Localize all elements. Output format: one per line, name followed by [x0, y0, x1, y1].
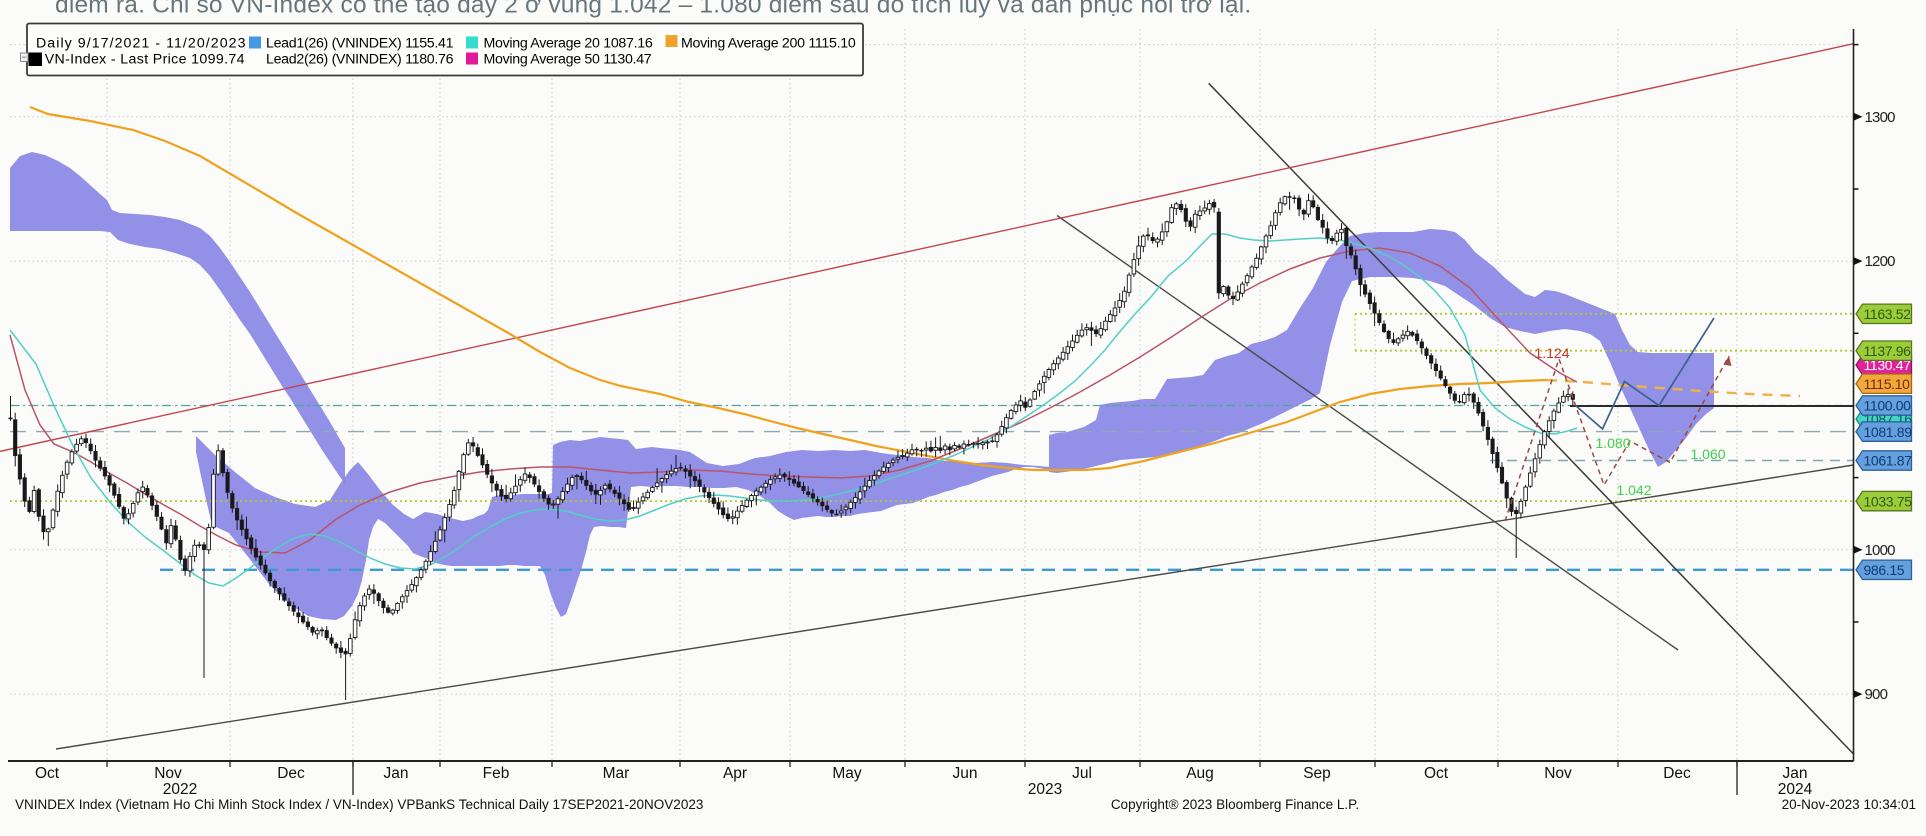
svg-text:Sep: Sep [1303, 765, 1331, 782]
svg-text:1061.87: 1061.87 [1864, 453, 1913, 469]
svg-text:Nov: Nov [154, 765, 182, 782]
svg-text:VN-Index - Last Price 1099.74: VN-Index - Last Price 1099.74 [45, 52, 245, 68]
svg-text:1163.52: 1163.52 [1864, 306, 1912, 322]
svg-text:20-Nov-2023 10:34:01: 20-Nov-2023 10:34:01 [1782, 797, 1916, 812]
svg-text:1.080: 1.080 [1595, 435, 1630, 451]
svg-text:Jul: Jul [1072, 765, 1092, 782]
svg-text:Aug: Aug [1186, 765, 1214, 782]
svg-text:Dec: Dec [1663, 765, 1691, 782]
svg-text:Lead2(26) (VNINDEX) 1180.76: Lead2(26) (VNINDEX) 1180.76 [266, 52, 454, 68]
svg-text:Mar: Mar [603, 765, 630, 782]
svg-text:Jan: Jan [1783, 765, 1808, 782]
svg-text:Jan: Jan [384, 765, 409, 782]
svg-text:1.042: 1.042 [1616, 482, 1651, 498]
svg-text:1115.10: 1115.10 [1864, 376, 1911, 392]
svg-text:1.060: 1.060 [1690, 446, 1725, 462]
svg-text:2022: 2022 [163, 781, 197, 798]
svg-text:Nov: Nov [1544, 765, 1572, 782]
svg-text:VNINDEX Index (Vietnam Ho Chi: VNINDEX Index (Vietnam Ho Chi Minh Stock… [15, 797, 703, 812]
svg-text:Moving Average 50 1130.47: Moving Average 50 1130.47 [484, 52, 652, 68]
svg-text:1300: 1300 [1865, 109, 1896, 126]
svg-text:Copyright® 2023 Bloomberg Fina: Copyright® 2023 Bloomberg Finance L.P. [1111, 797, 1359, 812]
svg-text:Oct: Oct [35, 765, 60, 782]
svg-text:điểm rã. Chỉ số VN-Index có th: điểm rã. Chỉ số VN-Index có thể tạo đáy … [55, 0, 1251, 19]
svg-text:1200: 1200 [1865, 253, 1896, 270]
svg-text:1130.47: 1130.47 [1864, 357, 1912, 373]
svg-text:Moving Average 20 1087.16: Moving Average 20 1087.16 [484, 35, 653, 51]
svg-text:1100.00: 1100.00 [1864, 398, 1912, 414]
svg-text:986.15: 986.15 [1864, 562, 1905, 578]
svg-text:Dec: Dec [277, 765, 305, 782]
svg-text:Oct: Oct [1424, 765, 1449, 782]
svg-text:1137.96: 1137.96 [1864, 343, 1912, 359]
svg-text:Apr: Apr [723, 765, 747, 782]
svg-text:1033.75: 1033.75 [1864, 493, 1913, 509]
svg-text:May: May [832, 765, 862, 782]
svg-text:Feb: Feb [483, 765, 510, 782]
svg-text:Lead1(26) (VNINDEX) 1155.41: Lead1(26) (VNINDEX) 1155.41 [266, 35, 454, 51]
svg-text:1000: 1000 [1865, 542, 1896, 559]
svg-text:Daily 9/17/2021 - 11/20/2023: Daily 9/17/2021 - 11/20/2023 [36, 35, 247, 51]
svg-text:Jun: Jun [953, 765, 978, 782]
svg-text:2024: 2024 [1778, 781, 1813, 798]
svg-text:1.124: 1.124 [1534, 345, 1569, 361]
svg-text:Moving Average 200 1115.10: Moving Average 200 1115.10 [681, 35, 856, 51]
svg-text:2023: 2023 [1028, 781, 1062, 798]
svg-text:900: 900 [1865, 686, 1888, 703]
svg-text:1081.89: 1081.89 [1864, 424, 1913, 440]
